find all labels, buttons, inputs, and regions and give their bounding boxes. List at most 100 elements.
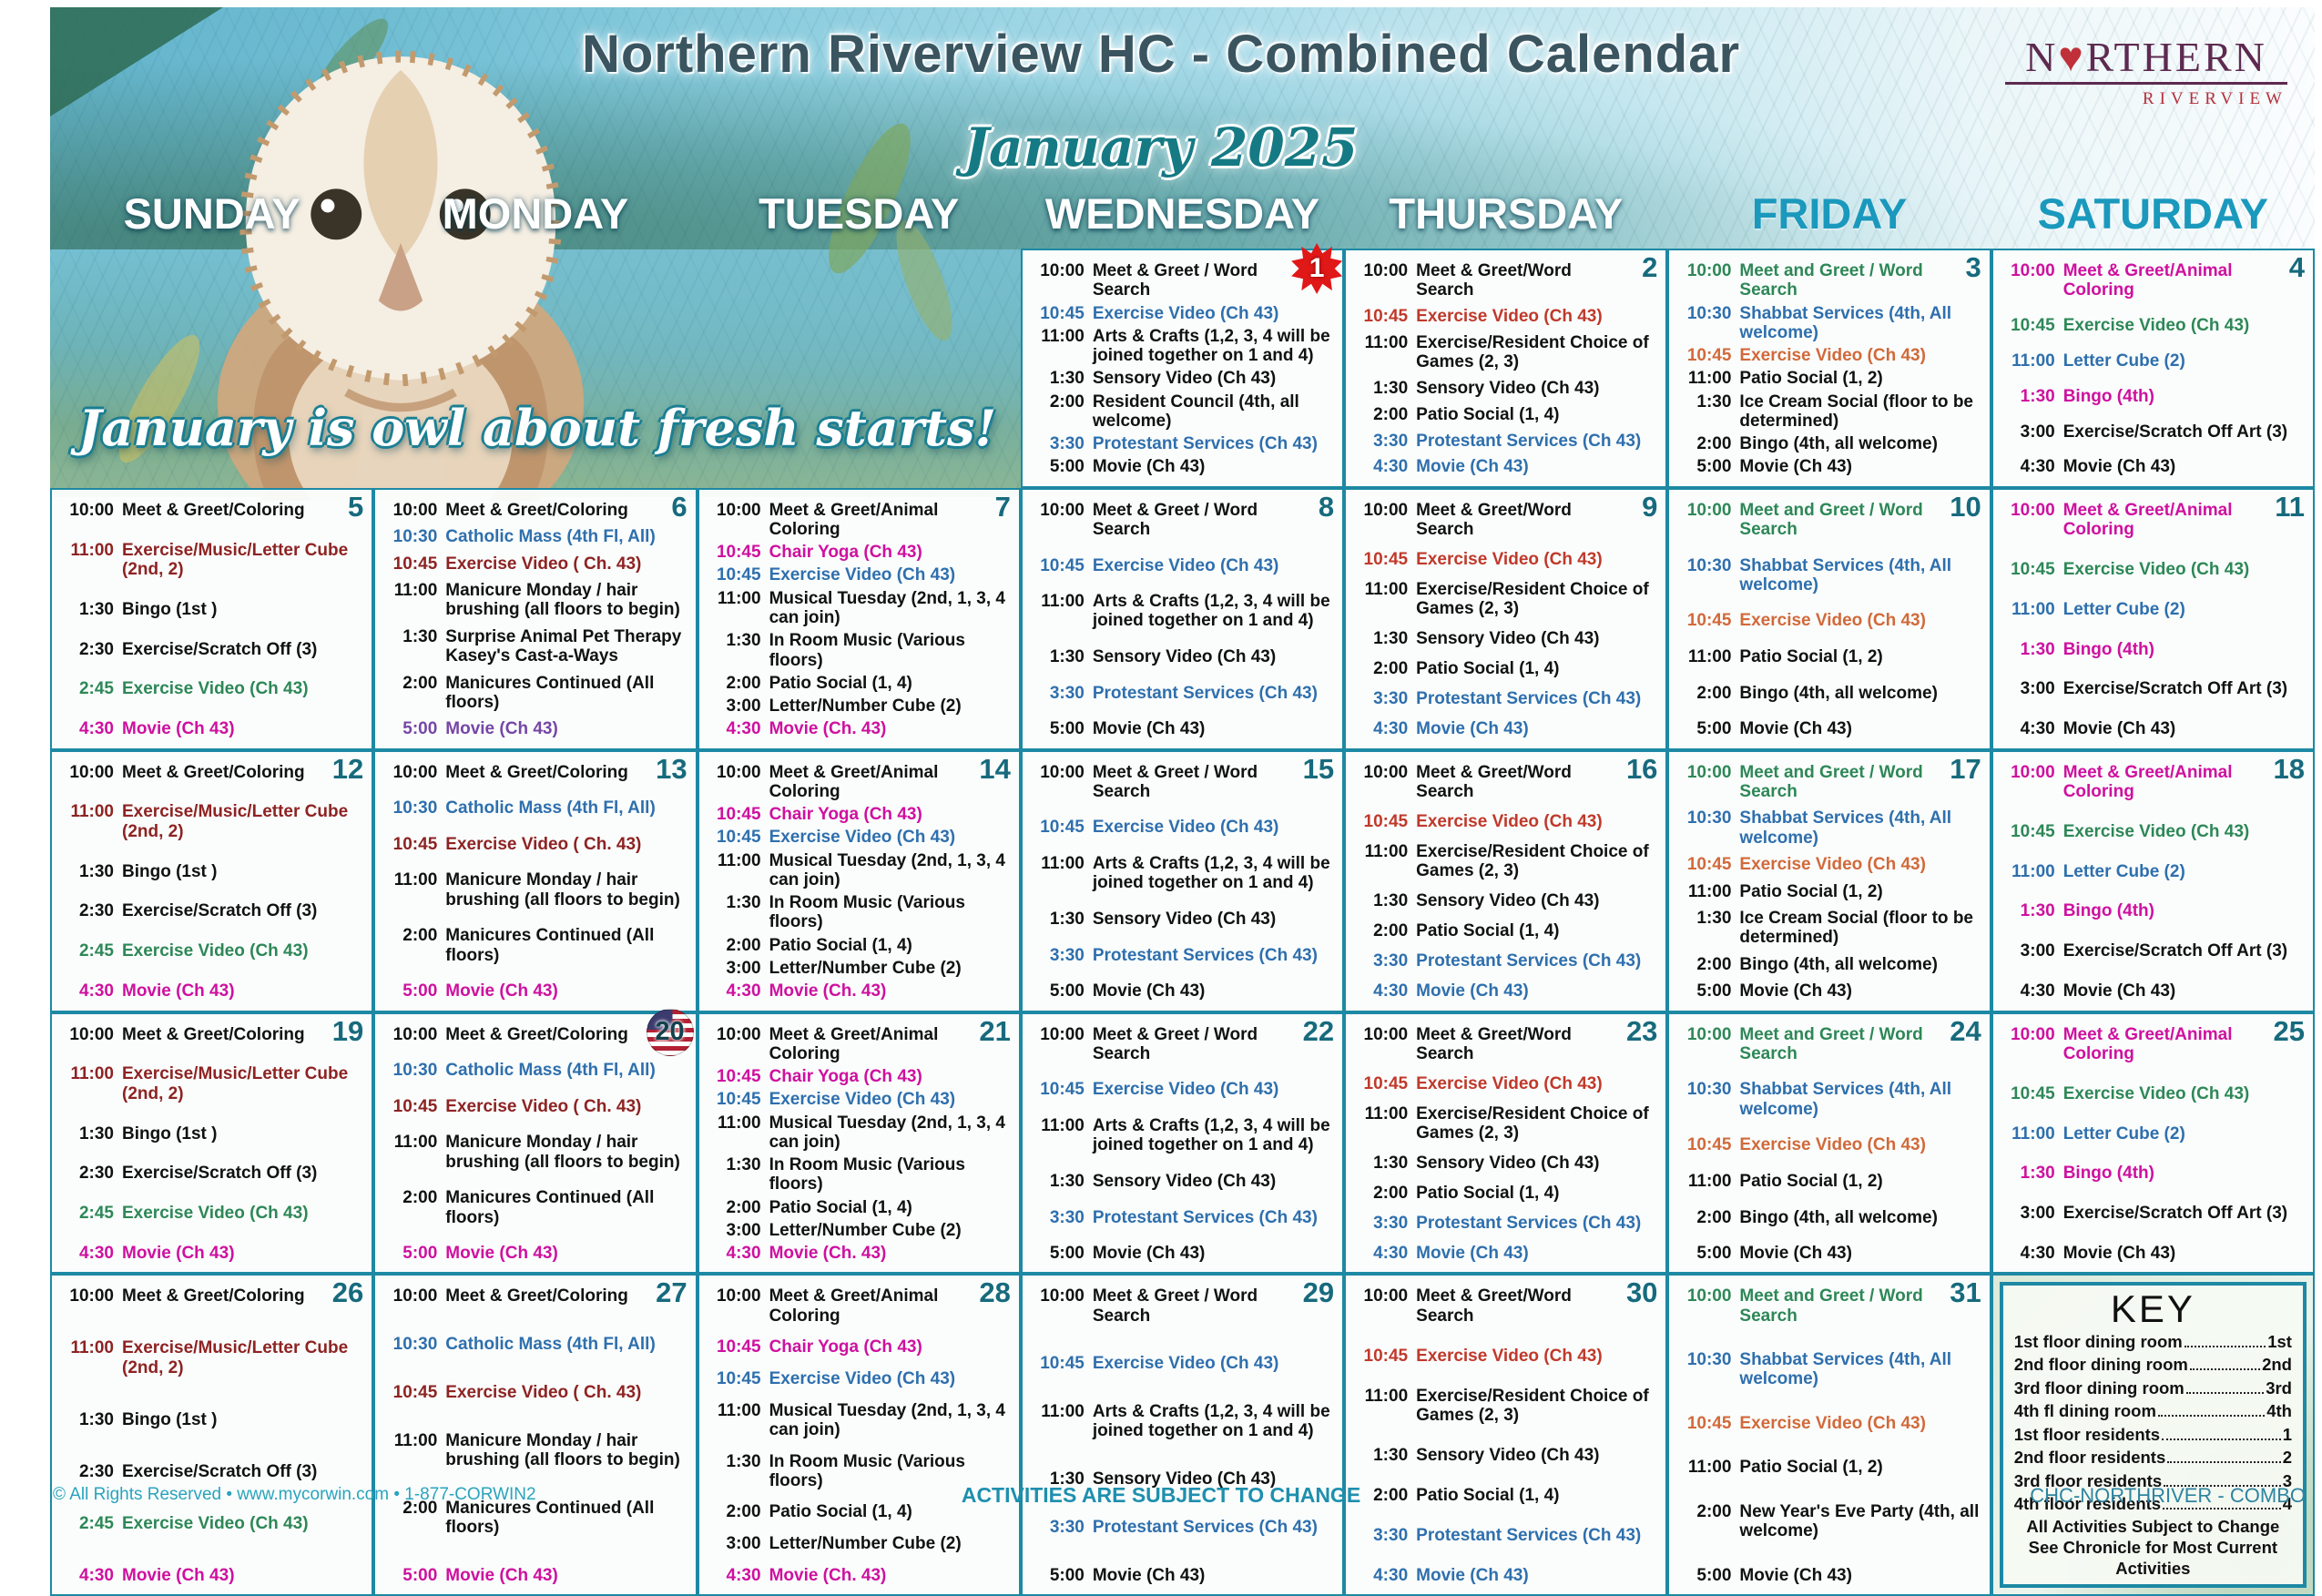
event-title: Movie (Ch 43) (1092, 1244, 1206, 1264)
event-time: 10:00 (1363, 500, 1409, 520)
event-time: 1:30 (1049, 1171, 1085, 1191)
event-title: Letter Cube (2) (2062, 599, 2185, 619)
date-number: 12 (331, 752, 364, 785)
event-time: 4:30 (78, 1244, 114, 1264)
event-time: 5:00 (1696, 981, 1732, 1001)
event-time: 10:30 (392, 1335, 438, 1355)
event: 11:00 Arts & Crafts (1,2, 3, 4 will be jo… (1032, 1116, 1335, 1155)
day-cell-12: 12 10:00 Meet & Greet/Coloring 11:00 Exercis… (50, 749, 374, 1012)
event-title: Movie (Ch. 43) (769, 1565, 887, 1585)
day-cell-31: 31 10:00 Meet and Greet / Word Search 10:30… (1667, 1274, 1991, 1596)
event-title: Sensory Video (Ch 43) (1416, 629, 1600, 649)
event-title: Meet & Greet/Coloring (445, 1024, 628, 1044)
day-cell-26: 26 10:00 Meet & Greet/Coloring 11:00 Exercis… (50, 1274, 374, 1596)
event: 4:30 Movie (Ch 43) (1355, 1244, 1658, 1263)
logo-subtitle: RIVERVIEW (2142, 89, 2287, 108)
event-title: In Room Music (Various floors) (769, 1451, 965, 1490)
event-time: 10:30 (1686, 1080, 1732, 1100)
day-cell-15: 15 10:00 Meet & Greet / Word Search 10:45 Ex… (1020, 749, 1345, 1012)
empty-cell (50, 249, 373, 488)
event-time: 1:30 (1696, 908, 1732, 928)
event-title: Patio Social (1, 4) (769, 935, 912, 955)
event: 10:45 Exercise Video ( Ch. 43) (384, 554, 687, 574)
event-list: 10:00 Meet and Greet / Word Search 10:30 Sh… (1678, 1283, 1981, 1587)
event-title: Patio Social (1, 4) (1416, 659, 1560, 679)
event-title: Exercise/Resident Choice of Games (2, 3) (1416, 579, 1649, 619)
day-header-friday: FRIDAY (1751, 189, 1908, 238)
event-title: Shabbat Services (4th, All welcome) (1739, 1350, 1952, 1389)
day-cell-28: 28 10:00 Meet & Greet/Animal Coloring 10:45… (697, 1274, 1021, 1596)
event: 11:00 Exercise/Music/Letter Cube (2nd, 2) (61, 1064, 364, 1103)
event-time: 10:00 (1686, 261, 1732, 280)
event-time: 4:30 (2020, 457, 2055, 477)
event-time: 10:30 (1686, 555, 1732, 575)
day-cell-24: 24 10:00 Meet and Greet / Word Search 10:30… (1667, 1011, 1991, 1275)
event-title: Movie (Ch 43) (1092, 457, 1206, 477)
event-list: 10:00 Meet & Greet/Animal Coloring 10:45 Ch… (708, 497, 1012, 741)
event-list: 10:00 Meet & Greet/Animal Coloring 10:45 Ex… (2002, 497, 2306, 741)
event: 2:00 New Year's Eve Party (4th, all welco… (1678, 1502, 1981, 1541)
event: 10:45 Exercise Video (Ch 43) (708, 828, 1012, 847)
event-list: 10:00 Meet & Greet/Animal Coloring 10:45 Ch… (708, 1022, 1012, 1266)
event-title: Exercise Video (Ch 43) (1739, 1413, 1926, 1433)
event-title: Meet & Greet/Coloring (122, 1024, 305, 1044)
event-title: Chair Yoga (Ch 43) (769, 1337, 922, 1357)
event-time: 11:00 (393, 581, 438, 601)
event-title: Meet & Greet/Coloring (445, 500, 628, 520)
event: 1:30 Bingo (4th) (2002, 901, 2306, 920)
event-time: 3:00 (2020, 679, 2055, 699)
event: 11:00 Exercise/Resident Choice of Games (… (1355, 333, 1658, 372)
event: 10:30 Shabbat Services (4th, All welcome) (1678, 1080, 1981, 1119)
event-title: Exercise/Music/Letter Cube (2nd, 2) (122, 802, 349, 841)
event-title: Exercise Video (Ch 43) (2062, 316, 2250, 336)
event-title: Exercise Video (Ch 43) (1739, 346, 1926, 366)
event: 2:00 Patio Social (1, 4) (1355, 405, 1658, 424)
event-title: Exercise Video (Ch 43) (769, 565, 956, 585)
event-time: 10:00 (1040, 500, 1085, 520)
event-time: 2:45 (78, 1204, 114, 1224)
event: 5:00 Movie (Ch 43) (1032, 981, 1335, 1001)
event: 11:00 Patio Social (1, 2) (1678, 369, 1981, 388)
event: 4:30 Movie (Ch 43) (2002, 1244, 2306, 1263)
event: 10:30 Shabbat Services (4th, All welcome) (1678, 304, 1981, 343)
event: 2:00 Manicures Continued (All floors) (384, 926, 687, 965)
event-time: 10:00 (392, 1286, 438, 1306)
event-time: 5:00 (1696, 1244, 1732, 1264)
event: 10:30 Catholic Mass (4th Fl, All) (384, 798, 687, 818)
event-time: 11:00 (1687, 1171, 1732, 1191)
event-time: 3:30 (1373, 689, 1409, 709)
event-title: Ice Cream Social (floor to be determined… (1739, 908, 1973, 948)
key-value: 1 (2282, 1424, 2292, 1444)
day-cell-17: 17 10:00 Meet and Greet / Word Search 10:30… (1667, 749, 1991, 1012)
event: 3:00 Letter/Number Cube (2) (708, 696, 1012, 716)
event: 1:30 In Room Music (Various floors) (708, 893, 1012, 932)
event-title: Exercise Video ( Ch. 43) (445, 834, 642, 854)
key-value: 2nd (2262, 1355, 2292, 1375)
event-title: Protestant Services (Ch 43) (1416, 951, 1642, 971)
event: 10:45 Exercise Video (Ch 43) (1355, 812, 1658, 831)
event: 10:00 Meet & Greet / Word Search (1032, 1286, 1335, 1326)
event-time: 10:45 (1686, 611, 1732, 631)
event-title: Letter Cube (2) (2062, 861, 2185, 881)
event-time: 10:45 (1040, 555, 1085, 575)
event: 4:30 Movie (Ch 43) (1355, 981, 1658, 1001)
logo-text: RTHERN (2085, 34, 2267, 80)
event-title: Meet & Greet/Animal Coloring (769, 1024, 939, 1063)
event-time: 10:45 (392, 554, 438, 574)
event-title: Catholic Mass (4th Fl, All) (445, 527, 656, 547)
event-time: 10:00 (716, 1024, 761, 1044)
event-title: Exercise/Scratch Off Art (3) (2062, 1204, 2288, 1224)
event-time: 10:30 (1686, 808, 1732, 828)
event: 10:45 Exercise Video (Ch 43) (1032, 1080, 1335, 1099)
event-title: Sensory Video (Ch 43) (1092, 1171, 1277, 1191)
event: 4:30 Movie (Ch. 43) (708, 1244, 1012, 1263)
event-title: Meet & Greet / Word Search (1092, 261, 1258, 300)
event-time: 4:30 (1373, 1244, 1409, 1264)
event-title: Meet & Greet/Word Search (1416, 1286, 1572, 1326)
event-title: Resident Council (4th, all welcome) (1092, 391, 1299, 431)
event-time: 10:45 (1363, 811, 1409, 831)
key-row: 1st floor residents 1 (2014, 1423, 2292, 1447)
event-list: 10:00 Meet & Greet / Word Search 10:45 Exer… (1032, 759, 1335, 1003)
event-title: Exercise/Resident Choice of Games (2, 3) (1416, 332, 1649, 372)
event-title: Exercise Video ( Ch. 43) (445, 554, 642, 574)
